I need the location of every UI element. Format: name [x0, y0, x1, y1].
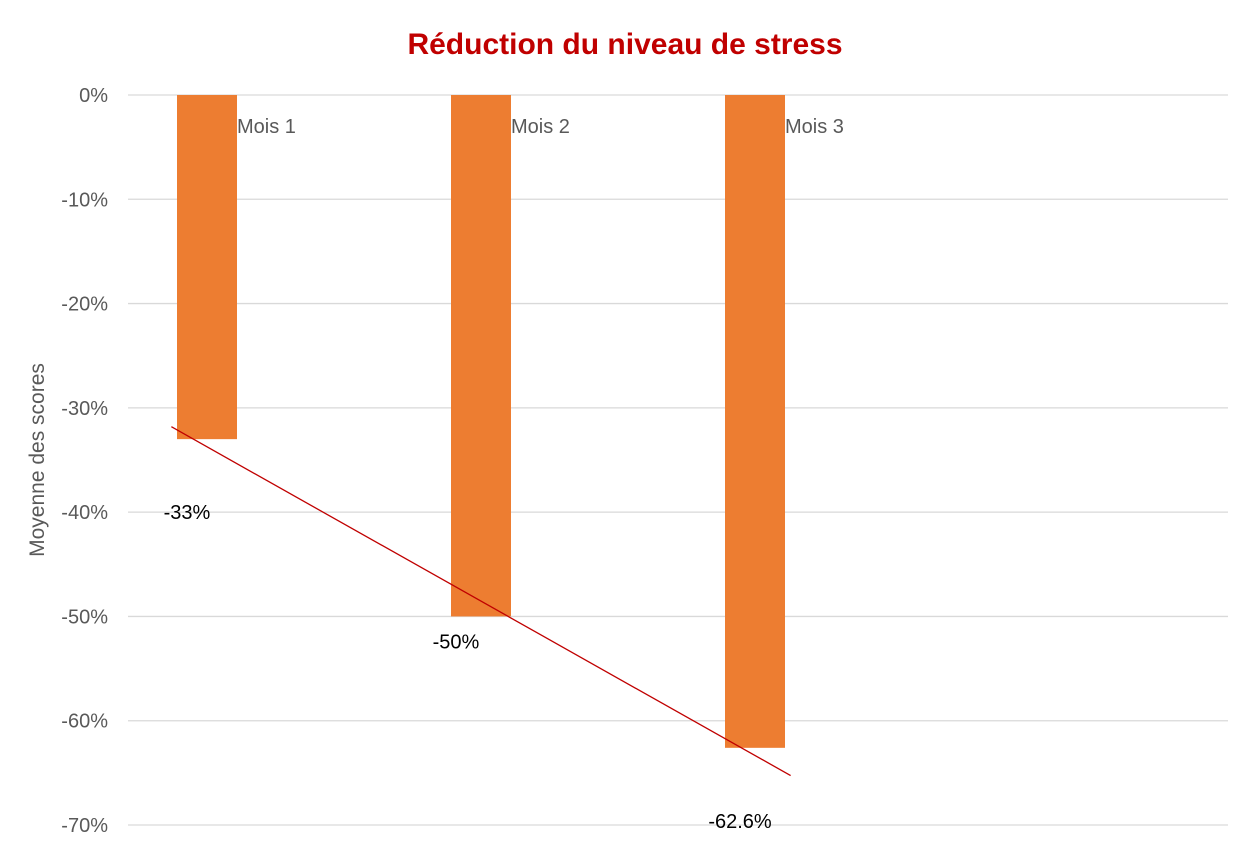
x-tick-label: Mois 1: [237, 116, 296, 138]
y-tick-label: -50%: [61, 606, 108, 628]
y-tick-label: -30%: [61, 398, 108, 420]
trendline: [171, 426, 791, 777]
bar: [451, 95, 511, 617]
y-tick-label: -60%: [61, 711, 108, 733]
y-tick-label: -70%: [61, 815, 108, 837]
data-label: -50%: [433, 631, 480, 653]
y-tick-label: -10%: [61, 189, 108, 211]
bar: [177, 95, 237, 440]
y-tick-label: -40%: [61, 502, 108, 524]
y-tick-label: -20%: [61, 294, 108, 316]
y-tick-label: 0%: [79, 85, 108, 107]
chart-title: Réduction du niveau de stress: [407, 28, 843, 61]
x-tick-label: Mois 2: [511, 116, 570, 138]
bar: [725, 95, 785, 748]
x-tick-label: Mois 3: [785, 116, 844, 138]
data-label: -33%: [164, 502, 211, 524]
data-label: -62.6%: [708, 811, 772, 833]
